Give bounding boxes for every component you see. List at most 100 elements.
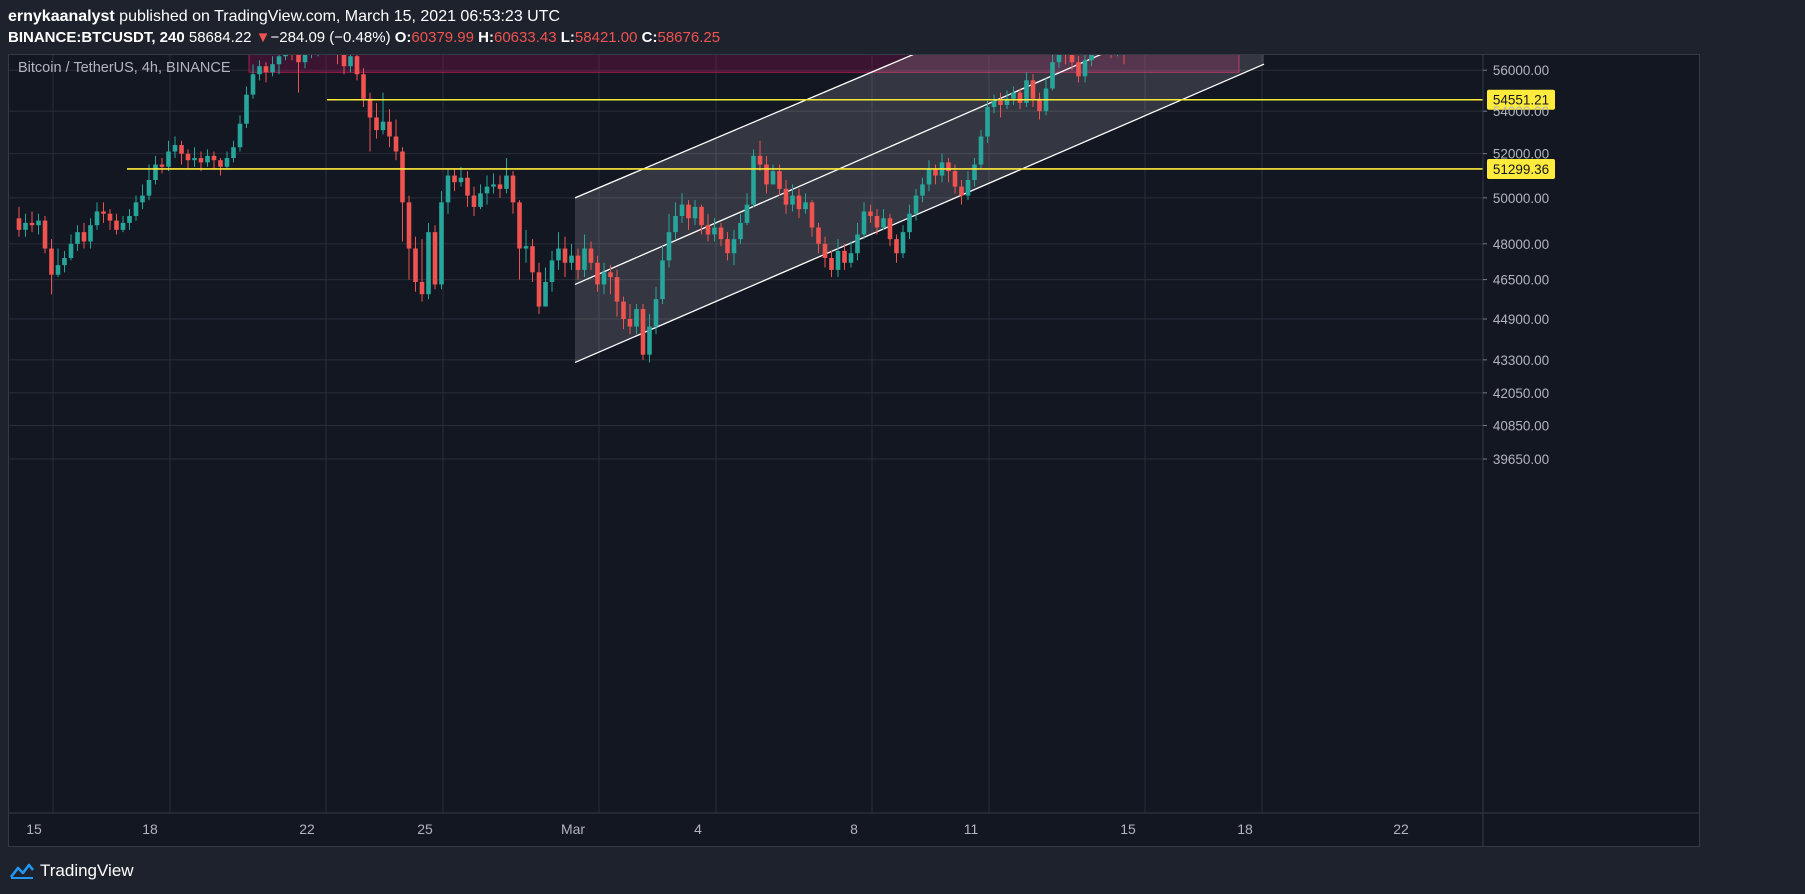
candle-body <box>192 158 197 161</box>
time-axis[interactable]: 15 18 22 25 Mar 4 8 11 15 18 22 <box>26 821 1409 837</box>
candle-body <box>1037 98 1042 112</box>
time-tick-label: 18 <box>1237 821 1253 837</box>
candle-body <box>257 66 262 75</box>
candle-body <box>640 309 646 355</box>
candle-body <box>848 253 854 263</box>
candle-body <box>88 225 93 242</box>
time-tick-label: 4 <box>694 821 702 837</box>
candle-body <box>595 262 600 285</box>
close-value: 58676.25 <box>657 29 721 46</box>
candle-body <box>302 55 308 63</box>
price-tick-label: 56000.00 <box>1493 63 1549 78</box>
author-link[interactable]: ernykaanalyst <box>8 8 115 25</box>
price-tick-label: 39650.00 <box>1493 452 1549 467</box>
time-tick-label: Mar <box>561 821 585 837</box>
time-tick-label: 15 <box>26 821 42 837</box>
candle-body <box>140 195 145 203</box>
channel-upper-line <box>574 55 914 199</box>
candle-body <box>497 184 503 189</box>
candle-body <box>1004 98 1010 105</box>
candle-body <box>796 195 802 210</box>
last-price: 58684.22 <box>188 29 252 46</box>
candle-body <box>179 145 184 154</box>
candle-body <box>965 179 971 196</box>
candle-body <box>803 202 808 210</box>
candle-body <box>120 222 126 230</box>
price-channel[interactable] <box>574 55 1265 364</box>
candle-body <box>627 318 633 327</box>
candle-body <box>647 326 652 355</box>
candle-body <box>484 186 490 194</box>
supply-zone[interactable] <box>248 55 1240 73</box>
candle-body <box>439 202 444 285</box>
candle-body <box>972 164 977 180</box>
candle-body <box>946 162 951 172</box>
candle-body <box>16 218 22 230</box>
candle-body <box>751 155 756 205</box>
candle-body <box>101 211 106 214</box>
candle-body <box>569 255 574 263</box>
candle-body <box>653 299 659 327</box>
candle-body <box>94 211 100 226</box>
brand-name[interactable]: TradingView <box>40 861 134 880</box>
candle-body <box>887 218 893 240</box>
candle-body <box>276 56 282 65</box>
candle-body <box>237 123 243 148</box>
candle-body <box>218 160 223 167</box>
down-arrow-icon: ▼ <box>255 29 271 46</box>
candle-body <box>673 216 678 233</box>
price-axis[interactable]: 68000.0066000.0064000.0061865.3960000.00… <box>1483 55 1555 467</box>
candle-body <box>614 277 620 302</box>
candle-body <box>621 301 626 319</box>
candle-body <box>224 158 230 167</box>
candle-body <box>185 153 191 161</box>
candle-body <box>842 250 847 263</box>
candle-body <box>263 66 269 73</box>
candle-body <box>536 272 542 307</box>
candle-body <box>634 309 639 327</box>
candle-body <box>23 222 28 230</box>
candle-body <box>744 204 750 223</box>
time-tick-label: 15 <box>1120 821 1136 837</box>
candle-body <box>107 213 113 221</box>
published-text: published on TradingView.com, March 15, … <box>114 8 561 25</box>
candle-body <box>926 168 932 185</box>
candle-body <box>835 250 841 270</box>
candle-body <box>387 121 392 137</box>
time-tick-label: 11 <box>964 821 979 837</box>
candle-body <box>718 227 724 240</box>
candle-body <box>127 216 132 223</box>
candle-body <box>205 155 210 163</box>
time-tick-label: 22 <box>299 821 315 837</box>
candle-body <box>1024 80 1029 103</box>
candle-body <box>55 265 61 275</box>
candle-body <box>452 175 457 183</box>
candles <box>16 55 1125 363</box>
horizontal-lines[interactable] <box>9 55 1483 170</box>
open-value: 60379.99 <box>411 29 474 46</box>
chart-pane[interactable]: 68000.0066000.0064000.0061865.3960000.00… <box>8 54 1700 847</box>
candle-body <box>894 239 899 254</box>
candle-body <box>601 272 607 285</box>
candle-body <box>777 171 782 189</box>
candle-body <box>172 145 178 152</box>
candle-body <box>959 186 964 196</box>
candle-body <box>764 164 769 185</box>
price-tick-label: 43300.00 <box>1493 353 1549 368</box>
candle-body <box>900 232 906 254</box>
candle-body <box>413 248 418 282</box>
candle-body <box>530 246 535 273</box>
low-label: L: <box>560 29 575 46</box>
candle-body <box>380 121 386 131</box>
candle-body <box>757 155 763 165</box>
candle-body <box>660 260 665 300</box>
candle-body <box>114 220 119 230</box>
candle-body <box>822 243 828 258</box>
candle-body <box>211 155 217 161</box>
candle-body <box>543 281 548 307</box>
candle-body <box>920 184 925 196</box>
candle-body <box>679 204 685 217</box>
candlestick-chart[interactable]: 68000.0066000.0064000.0061865.3960000.00… <box>9 55 1699 846</box>
candle-body <box>907 213 912 233</box>
candle-body <box>1011 92 1016 99</box>
